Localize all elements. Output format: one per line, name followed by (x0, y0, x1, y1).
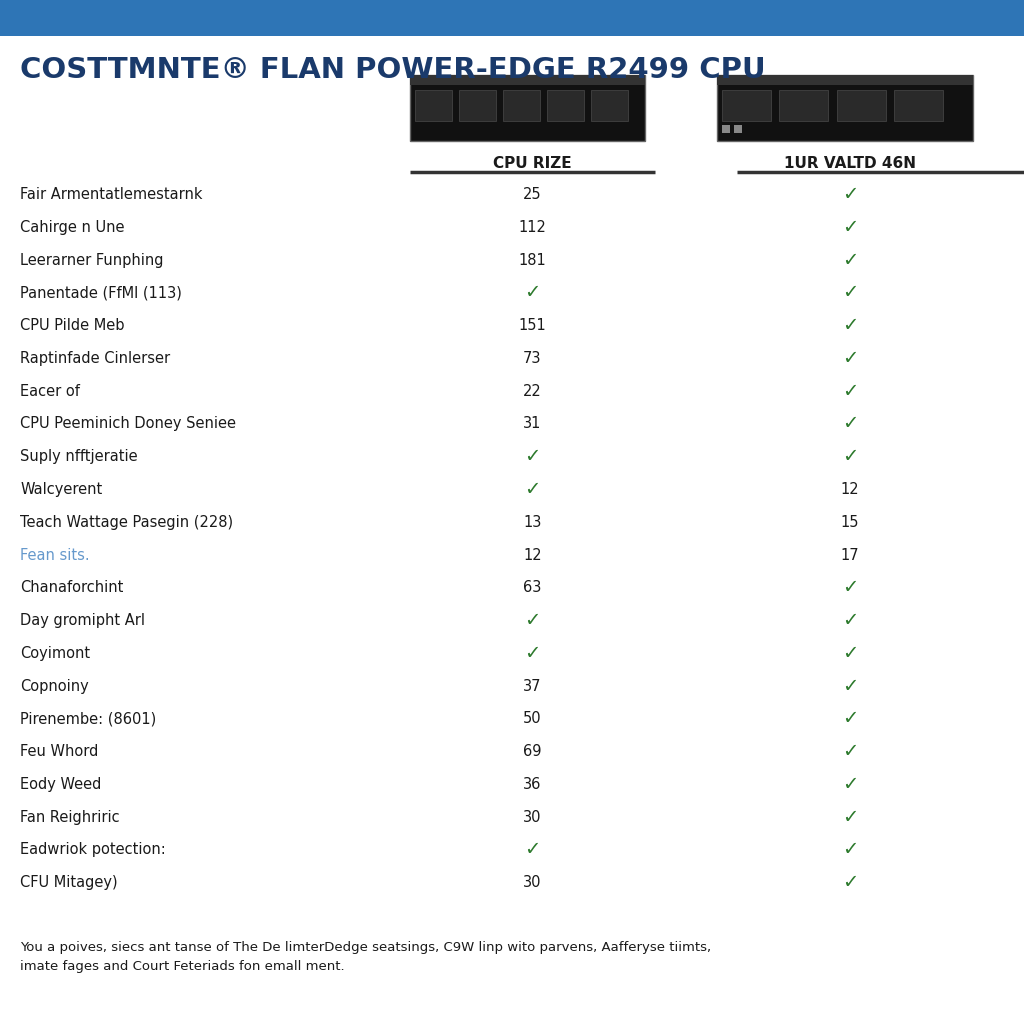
Text: Feu Whord: Feu Whord (20, 744, 99, 759)
Text: ✓: ✓ (842, 382, 858, 400)
Text: Day gromipht Arl: Day gromipht Arl (20, 613, 145, 628)
FancyBboxPatch shape (779, 90, 828, 121)
Text: Eody Weed: Eody Weed (20, 777, 101, 792)
Text: ✓: ✓ (842, 677, 858, 695)
FancyBboxPatch shape (547, 90, 584, 121)
Text: ✓: ✓ (524, 644, 541, 663)
Text: CPU Peeminich Doney Seniee: CPU Peeminich Doney Seniee (20, 417, 237, 431)
FancyBboxPatch shape (503, 90, 540, 121)
Text: ✓: ✓ (842, 218, 858, 237)
Text: 25: 25 (523, 187, 542, 202)
FancyBboxPatch shape (0, 0, 1024, 36)
Text: 30: 30 (523, 810, 542, 824)
Text: ✓: ✓ (842, 742, 858, 761)
Text: ✓: ✓ (842, 284, 858, 302)
Text: 15: 15 (841, 515, 859, 529)
Text: Eadwriok potection:: Eadwriok potection: (20, 843, 166, 857)
Text: CPU Pilde Meb: CPU Pilde Meb (20, 318, 125, 333)
Text: CPU RIZE: CPU RIZE (494, 156, 571, 171)
Text: Fan Reighriric: Fan Reighriric (20, 810, 120, 824)
FancyBboxPatch shape (459, 90, 496, 121)
FancyBboxPatch shape (717, 75, 973, 85)
Text: ✓: ✓ (842, 611, 858, 630)
FancyBboxPatch shape (894, 90, 943, 121)
Text: ✓: ✓ (842, 710, 858, 728)
Text: ✓: ✓ (842, 447, 858, 466)
Text: ✓: ✓ (842, 251, 858, 269)
Text: 50: 50 (523, 712, 542, 726)
Text: Chanaforchint: Chanaforchint (20, 581, 124, 595)
Text: 69: 69 (523, 744, 542, 759)
Text: 12: 12 (523, 548, 542, 562)
Text: ✓: ✓ (842, 415, 858, 433)
Text: CFU Mitagey): CFU Mitagey) (20, 876, 118, 890)
FancyBboxPatch shape (591, 90, 628, 121)
Text: 63: 63 (523, 581, 542, 595)
Text: COSTTMNTE® FLAN POWER-EDGE R2499 CPU: COSTTMNTE® FLAN POWER-EDGE R2499 CPU (20, 56, 766, 84)
Text: Suply nfftjeratie: Suply nfftjeratie (20, 450, 138, 464)
Text: 181: 181 (518, 253, 547, 267)
Text: Copnoiny: Copnoiny (20, 679, 89, 693)
Text: You a poives, siecs ant tanse of The De limterDedge seatsings, C9W linp wito par: You a poives, siecs ant tanse of The De … (20, 941, 712, 973)
FancyBboxPatch shape (837, 90, 886, 121)
FancyBboxPatch shape (415, 90, 452, 121)
Text: Panentade (FfMl (113): Panentade (FfMl (113) (20, 286, 182, 300)
Text: ✓: ✓ (524, 284, 541, 302)
Text: Teach Wattage Pasegin (228): Teach Wattage Pasegin (228) (20, 515, 233, 529)
Text: 31: 31 (523, 417, 542, 431)
Text: Leerarner Funphing: Leerarner Funphing (20, 253, 164, 267)
Text: 17: 17 (841, 548, 859, 562)
Text: ✓: ✓ (842, 808, 858, 826)
Text: Fean sits.: Fean sits. (20, 548, 90, 562)
Text: 13: 13 (523, 515, 542, 529)
FancyBboxPatch shape (410, 75, 645, 85)
Text: 22: 22 (523, 384, 542, 398)
Text: 73: 73 (523, 351, 542, 366)
Text: ✓: ✓ (842, 316, 858, 335)
Text: ✓: ✓ (524, 447, 541, 466)
Text: ✓: ✓ (842, 873, 858, 892)
Text: ✓: ✓ (842, 775, 858, 794)
Text: ✓: ✓ (842, 349, 858, 368)
Text: 112: 112 (518, 220, 547, 234)
Text: 1UR VALTD 46N: 1UR VALTD 46N (784, 156, 915, 171)
Text: ✓: ✓ (842, 579, 858, 597)
Text: ✓: ✓ (524, 611, 541, 630)
Text: Cahirge n Une: Cahirge n Une (20, 220, 125, 234)
Text: Raptinfade Cinlerser: Raptinfade Cinlerser (20, 351, 171, 366)
Text: Coyimont: Coyimont (20, 646, 90, 660)
FancyBboxPatch shape (722, 90, 771, 121)
Text: 36: 36 (523, 777, 542, 792)
Text: Walcyerent: Walcyerent (20, 482, 102, 497)
Text: 151: 151 (518, 318, 547, 333)
Text: ✓: ✓ (524, 841, 541, 859)
FancyBboxPatch shape (410, 75, 645, 141)
Text: ✓: ✓ (524, 480, 541, 499)
FancyBboxPatch shape (734, 125, 742, 133)
Text: 30: 30 (523, 876, 542, 890)
FancyBboxPatch shape (717, 75, 973, 141)
Text: 37: 37 (523, 679, 542, 693)
Text: ✓: ✓ (842, 841, 858, 859)
Text: ✓: ✓ (842, 644, 858, 663)
Text: Fair Armentatlemestarnk: Fair Armentatlemestarnk (20, 187, 203, 202)
FancyBboxPatch shape (722, 125, 730, 133)
Text: ✓: ✓ (842, 185, 858, 204)
Text: Eacer of: Eacer of (20, 384, 80, 398)
Text: 12: 12 (841, 482, 859, 497)
Text: Pirenembe: (8601): Pirenembe: (8601) (20, 712, 157, 726)
